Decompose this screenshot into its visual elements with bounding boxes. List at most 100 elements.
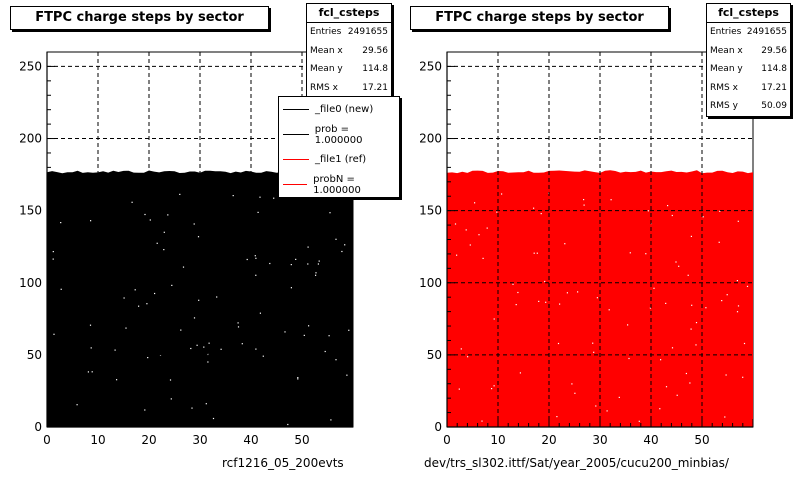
x-tick-label: 0 xyxy=(43,433,51,447)
legend-label: _file0 (new) xyxy=(315,104,374,115)
x-tick-label: 50 xyxy=(294,433,309,447)
right-plot: 0 10 20 30 40 50 0 50 100 150 200 250 xyxy=(419,51,754,447)
data-point xyxy=(718,241,720,243)
data-point xyxy=(512,283,514,285)
data-point xyxy=(627,324,629,326)
left-stats-name: fcl_csteps xyxy=(307,4,391,23)
data-point xyxy=(171,284,173,286)
data-point xyxy=(695,322,698,324)
data-point xyxy=(241,343,243,345)
data-point xyxy=(593,351,595,353)
data-point xyxy=(297,377,299,379)
data-point xyxy=(743,342,746,345)
data-point xyxy=(315,274,317,276)
legend-line-red xyxy=(283,159,309,160)
right-stats-rmsy-row: RMS y 50.09 xyxy=(707,97,790,116)
data-point xyxy=(649,307,651,309)
stats-meanx-value: 29.56 xyxy=(362,45,388,56)
data-point xyxy=(690,328,692,330)
data-point xyxy=(517,291,519,294)
data-point xyxy=(705,307,707,309)
data-point xyxy=(269,262,271,265)
data-point xyxy=(691,304,693,306)
x-tick-label: 40 xyxy=(643,433,658,447)
stats-rmsy-label: RMS y xyxy=(710,101,738,111)
data-point xyxy=(726,294,728,296)
data-point xyxy=(721,300,723,302)
data-point xyxy=(346,374,348,376)
data-point xyxy=(515,304,517,306)
data-point xyxy=(297,378,299,380)
data-point xyxy=(467,356,469,358)
stats-rmsx-value: 17.21 xyxy=(362,82,388,93)
data-point xyxy=(608,309,610,311)
left-legend: _file0 (new) prob = 1.000000 _file1 (ref… xyxy=(278,96,400,198)
data-point xyxy=(474,202,476,204)
stats-meanx-label: Mean x xyxy=(710,45,743,56)
data-point xyxy=(606,410,608,412)
data-point xyxy=(307,246,309,248)
data-point xyxy=(237,326,240,328)
data-point xyxy=(60,288,62,290)
data-point xyxy=(665,302,667,304)
y-tick-label: 150 xyxy=(19,204,42,218)
data-point xyxy=(676,394,678,396)
data-point xyxy=(328,335,330,337)
stats-rmsx-label: RMS x xyxy=(310,82,338,93)
data-point xyxy=(169,379,172,381)
data-point xyxy=(595,405,597,407)
data-point xyxy=(149,219,151,221)
data-point xyxy=(533,207,535,209)
x-tick-label: 30 xyxy=(192,433,207,447)
data-point xyxy=(308,325,310,327)
data-point xyxy=(456,254,458,256)
y-tick-label: 50 xyxy=(427,348,442,362)
stats-rmsx-value: 17.21 xyxy=(761,82,787,93)
data-point xyxy=(737,220,739,222)
data-point xyxy=(303,334,305,336)
legend-line-black xyxy=(283,109,309,110)
data-point xyxy=(154,292,156,295)
data-point xyxy=(180,329,182,331)
data-point xyxy=(544,280,546,283)
data-point xyxy=(284,331,286,333)
data-point xyxy=(638,420,640,422)
data-point xyxy=(273,197,275,199)
x-tick-label: 10 xyxy=(90,433,105,447)
data-point xyxy=(125,327,127,329)
right-stats-meany-row: Mean y 114.8 xyxy=(707,60,790,79)
stats-meany-value: 114.8 xyxy=(362,64,388,74)
data-point xyxy=(519,372,521,374)
data-point xyxy=(216,296,218,298)
data-point xyxy=(114,349,116,351)
data-point xyxy=(257,211,259,213)
right-chart-title: FTPC charge steps by sector xyxy=(410,6,669,30)
data-point xyxy=(687,274,689,276)
data-point xyxy=(341,250,343,253)
data-point xyxy=(618,396,620,398)
data-point xyxy=(493,318,495,320)
data-point xyxy=(583,199,585,201)
data-point xyxy=(719,210,721,212)
data-point xyxy=(147,357,149,359)
stats-entries-value: 2491655 xyxy=(347,27,388,37)
legend-item-prob: prob = 1.000000 xyxy=(279,122,399,147)
data-point xyxy=(315,272,317,274)
data-point xyxy=(678,265,680,267)
data-point xyxy=(131,201,133,203)
right-pad: 0 10 20 30 40 50 0 50 100 150 200 250 FTPC charge s… xyxy=(400,0,800,480)
data-point xyxy=(193,223,195,225)
data-point xyxy=(254,255,256,257)
data-point xyxy=(736,311,739,313)
right-stats-entries-row: Entries 2491655 xyxy=(707,23,790,42)
y-tick-label: 200 xyxy=(19,132,42,146)
data-point xyxy=(556,416,558,418)
data-point xyxy=(454,223,457,225)
data-point xyxy=(746,285,749,287)
legend-label: prob = 1.000000 xyxy=(314,123,363,146)
data-point xyxy=(493,385,495,387)
data-point xyxy=(144,409,146,411)
left-footer-label: rcf1216_05_200evts xyxy=(222,456,344,470)
data-point xyxy=(724,416,726,418)
data-point xyxy=(196,344,198,346)
